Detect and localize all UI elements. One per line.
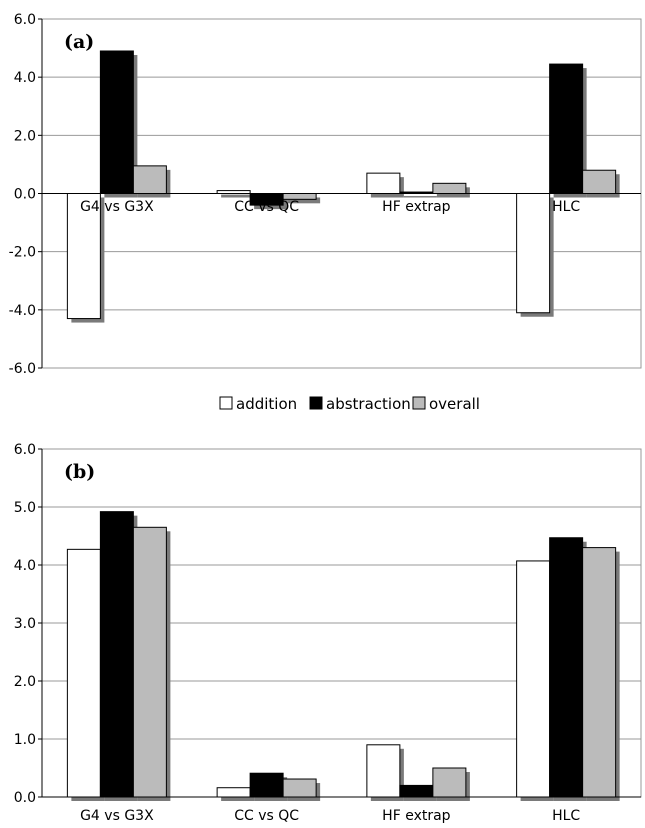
legend-label-overall: overall (429, 395, 480, 413)
bar-overall-b (582, 547, 617, 798)
bar-addition-a (366, 172, 401, 194)
panel-a-chart: 6.0 4.0 2.0 0.0 -2.0 -4.0 -6.0 G4 vs G3X CC vs Q… (9, 12, 642, 377)
bar-shadow-a (403, 196, 437, 198)
y-tick-label-b: 6.0 (14, 442, 36, 458)
bar-overall-a (132, 165, 167, 194)
y-tick-label-a: -6.0 (9, 361, 36, 377)
y-tick-label-b: 1.0 (14, 732, 36, 748)
bar-addition-b (216, 787, 251, 798)
category-label-b: G4 vs G3X (80, 808, 154, 824)
bar-addition-b (66, 548, 101, 798)
legend: addition abstraction overall (219, 395, 480, 413)
panel-b-chart: 6.0 5.0 4.0 3.0 2.0 1.0 0.0 G4 vs G3X CC vs QC HF… (14, 442, 642, 824)
bar-addition-a (516, 193, 551, 314)
bar-addition-a (66, 193, 101, 320)
bar-abstraction-a (549, 63, 584, 195)
y-tick-label-b: 5.0 (14, 500, 36, 516)
category-label-b: HF extrap (382, 808, 451, 824)
y-tick-label-b: 3.0 (14, 616, 36, 632)
panel-label-a: (a) (64, 31, 94, 53)
category-label-a: HF extrap (382, 199, 451, 215)
y-tick-label-a: 6.0 (14, 12, 36, 28)
legend-label-abstraction: abstraction (326, 395, 411, 413)
bar-overall-b (282, 778, 317, 798)
bar-addition-b (366, 744, 401, 798)
bar-shadow-a (287, 197, 321, 204)
bar-abstraction-b (549, 537, 584, 798)
category-label-a: G4 vs G3X (80, 199, 154, 215)
y-tick-label-a: 2.0 (14, 128, 36, 144)
category-label-a: CC vs QC (234, 199, 299, 215)
bar-abstraction-b (399, 784, 434, 798)
legend-swatch-addition (219, 396, 233, 410)
bar-shadow-a (221, 194, 255, 198)
legend-swatch-overall (412, 396, 426, 410)
y-tick-label-a: 4.0 (14, 70, 36, 86)
y-tick-label-a: -4.0 (9, 303, 36, 319)
y-tick-label-a: -2.0 (9, 245, 36, 261)
category-label-b: HLC (552, 808, 580, 824)
bar-abstraction-b (99, 511, 134, 798)
y-tick-label-b: 0.0 (14, 790, 36, 806)
bar-overall-b (432, 767, 467, 798)
bar-addition-b (516, 560, 551, 798)
bar-abstraction-b (249, 772, 284, 798)
y-tick-label-b: 4.0 (14, 558, 36, 574)
bar-abstraction-a (99, 50, 134, 194)
bar-overall-b (132, 526, 167, 798)
category-label-a: HLC (552, 199, 580, 215)
category-label-b: CC vs QC (234, 808, 299, 824)
panel-label-b: (b) (64, 461, 95, 483)
legend-label-addition: addition (236, 395, 297, 413)
bar-overall-a (582, 169, 617, 195)
y-tick-label-b: 2.0 (14, 674, 36, 690)
bar-overall-a (432, 182, 467, 194)
legend-swatch-abstraction (309, 396, 323, 410)
y-tick-label-a: 0.0 (14, 187, 36, 203)
